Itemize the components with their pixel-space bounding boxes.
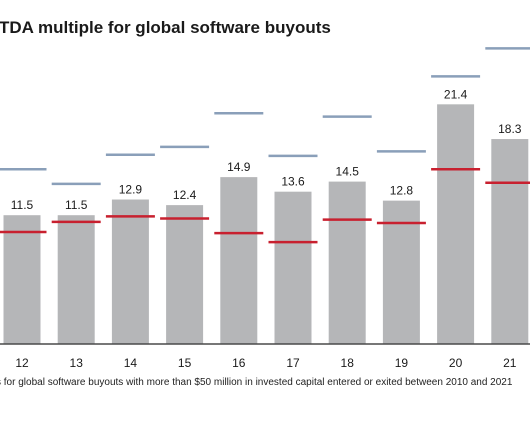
bar — [166, 205, 204, 344]
chart-title: BITDA multiple for global software buyou… — [0, 18, 331, 37]
x-tick-label: 16 — [232, 356, 246, 370]
bar — [57, 215, 95, 344]
x-tick-label: 12 — [15, 356, 29, 370]
data-label: 14.5 — [336, 165, 360, 179]
data-label: 11.5 — [65, 198, 88, 212]
bar — [437, 104, 475, 344]
data-label: 11.5 — [11, 198, 34, 212]
data-label: 14.9 — [227, 160, 251, 174]
data-label: 13.6 — [281, 175, 305, 189]
data-label: 21.4 — [444, 87, 468, 101]
data-label: 12.8 — [390, 184, 414, 198]
x-tick-label: 13 — [70, 356, 84, 370]
x-tick-label: 15 — [178, 356, 192, 370]
bar — [382, 200, 420, 344]
bar — [328, 181, 366, 344]
x-tick-label: 19 — [395, 356, 409, 370]
data-label: 12.4 — [173, 188, 197, 202]
data-label: 18.3 — [498, 122, 522, 136]
x-tick-label: 18 — [341, 356, 355, 370]
bar — [491, 139, 529, 344]
bar — [220, 177, 258, 344]
data-label: 12.9 — [119, 183, 143, 197]
x-tick-label: 14 — [124, 356, 138, 370]
x-tick-label: 20 — [449, 356, 463, 370]
x-tick-label: 17 — [286, 356, 300, 370]
bar — [111, 199, 149, 344]
bar — [274, 191, 312, 344]
x-tick-label: 21 — [503, 356, 517, 370]
bar — [3, 215, 41, 344]
chart-footnote: s for global software buyouts with more … — [0, 377, 513, 388]
